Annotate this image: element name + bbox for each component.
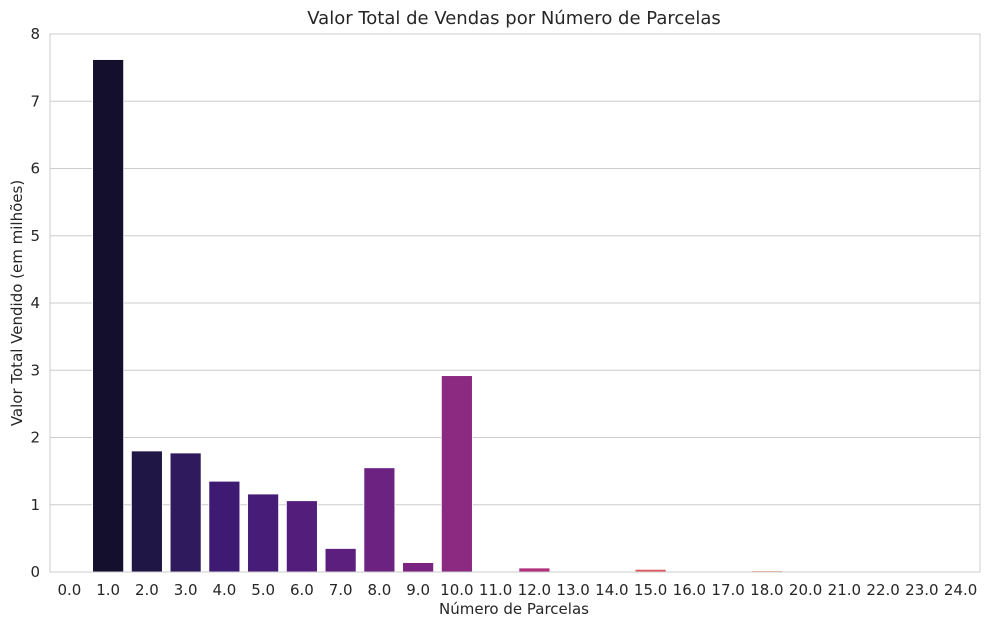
bar-6.0 bbox=[286, 501, 317, 572]
x-tick-label: 7.0 bbox=[329, 581, 353, 599]
x-tick-label: 13.0 bbox=[556, 581, 589, 599]
y-tick-label: 0 bbox=[30, 563, 40, 581]
bar-7.0 bbox=[325, 548, 356, 572]
x-tick-label: 24.0 bbox=[944, 581, 977, 599]
x-tick-label: 18.0 bbox=[750, 581, 783, 599]
x-tick-label: 6.0 bbox=[290, 581, 314, 599]
x-tick-label: 16.0 bbox=[673, 581, 706, 599]
y-tick-label: 6 bbox=[30, 160, 40, 178]
bar-2.0 bbox=[131, 451, 162, 572]
x-tick-label: 8.0 bbox=[367, 581, 391, 599]
bar-12.0 bbox=[519, 568, 550, 572]
y-tick-label: 5 bbox=[30, 227, 40, 245]
bar-1.0 bbox=[93, 60, 124, 572]
y-tick-label: 1 bbox=[30, 496, 40, 514]
x-tick-label: 21.0 bbox=[828, 581, 861, 599]
bar-9.0 bbox=[403, 563, 434, 572]
x-tick-label: 9.0 bbox=[406, 581, 430, 599]
y-axis-label: Valor Total Vendido (em milhões) bbox=[8, 180, 26, 426]
x-tick-label: 12.0 bbox=[518, 581, 551, 599]
y-tick-label: 7 bbox=[30, 92, 40, 110]
x-tick-label: 17.0 bbox=[711, 581, 744, 599]
x-tick-label: 15.0 bbox=[634, 581, 667, 599]
bar-5.0 bbox=[248, 494, 279, 572]
bar-3.0 bbox=[170, 453, 201, 572]
x-tick-label: 22.0 bbox=[866, 581, 899, 599]
x-tick-label: 10.0 bbox=[440, 581, 473, 599]
x-tick-label: 3.0 bbox=[174, 581, 198, 599]
x-tick-label: 2.0 bbox=[135, 581, 159, 599]
bar-4.0 bbox=[209, 481, 240, 572]
bars bbox=[93, 60, 977, 572]
x-tick-label: 1.0 bbox=[96, 581, 120, 599]
x-axis-ticks: 0.0 1.0 2.0 3.0 4.0 5.0 6.0 7.0 8.0 9.0 10.0 11.0 12… bbox=[57, 581, 977, 599]
x-tick-label: 5.0 bbox=[251, 581, 275, 599]
y-tick-label: 4 bbox=[30, 294, 40, 312]
x-axis-label: Número de Parcelas bbox=[439, 600, 589, 618]
y-tick-label: 2 bbox=[30, 429, 40, 447]
x-tick-label: 20.0 bbox=[789, 581, 822, 599]
x-tick-label: 23.0 bbox=[905, 581, 938, 599]
x-tick-label: 14.0 bbox=[595, 581, 628, 599]
x-tick-label: 0.0 bbox=[57, 581, 81, 599]
x-tick-label: 11.0 bbox=[479, 581, 512, 599]
bar-8.0 bbox=[364, 468, 395, 572]
y-axis-ticks: 0 1 2 3 4 5 6 7 8 bbox=[30, 25, 40, 581]
x-tick-label: 4.0 bbox=[212, 581, 236, 599]
y-tick-label: 3 bbox=[30, 361, 40, 379]
y-tick-label: 8 bbox=[30, 25, 40, 43]
chart-title: Valor Total de Vendas por Número de Parc… bbox=[307, 8, 720, 29]
bar-10.0 bbox=[441, 376, 472, 572]
